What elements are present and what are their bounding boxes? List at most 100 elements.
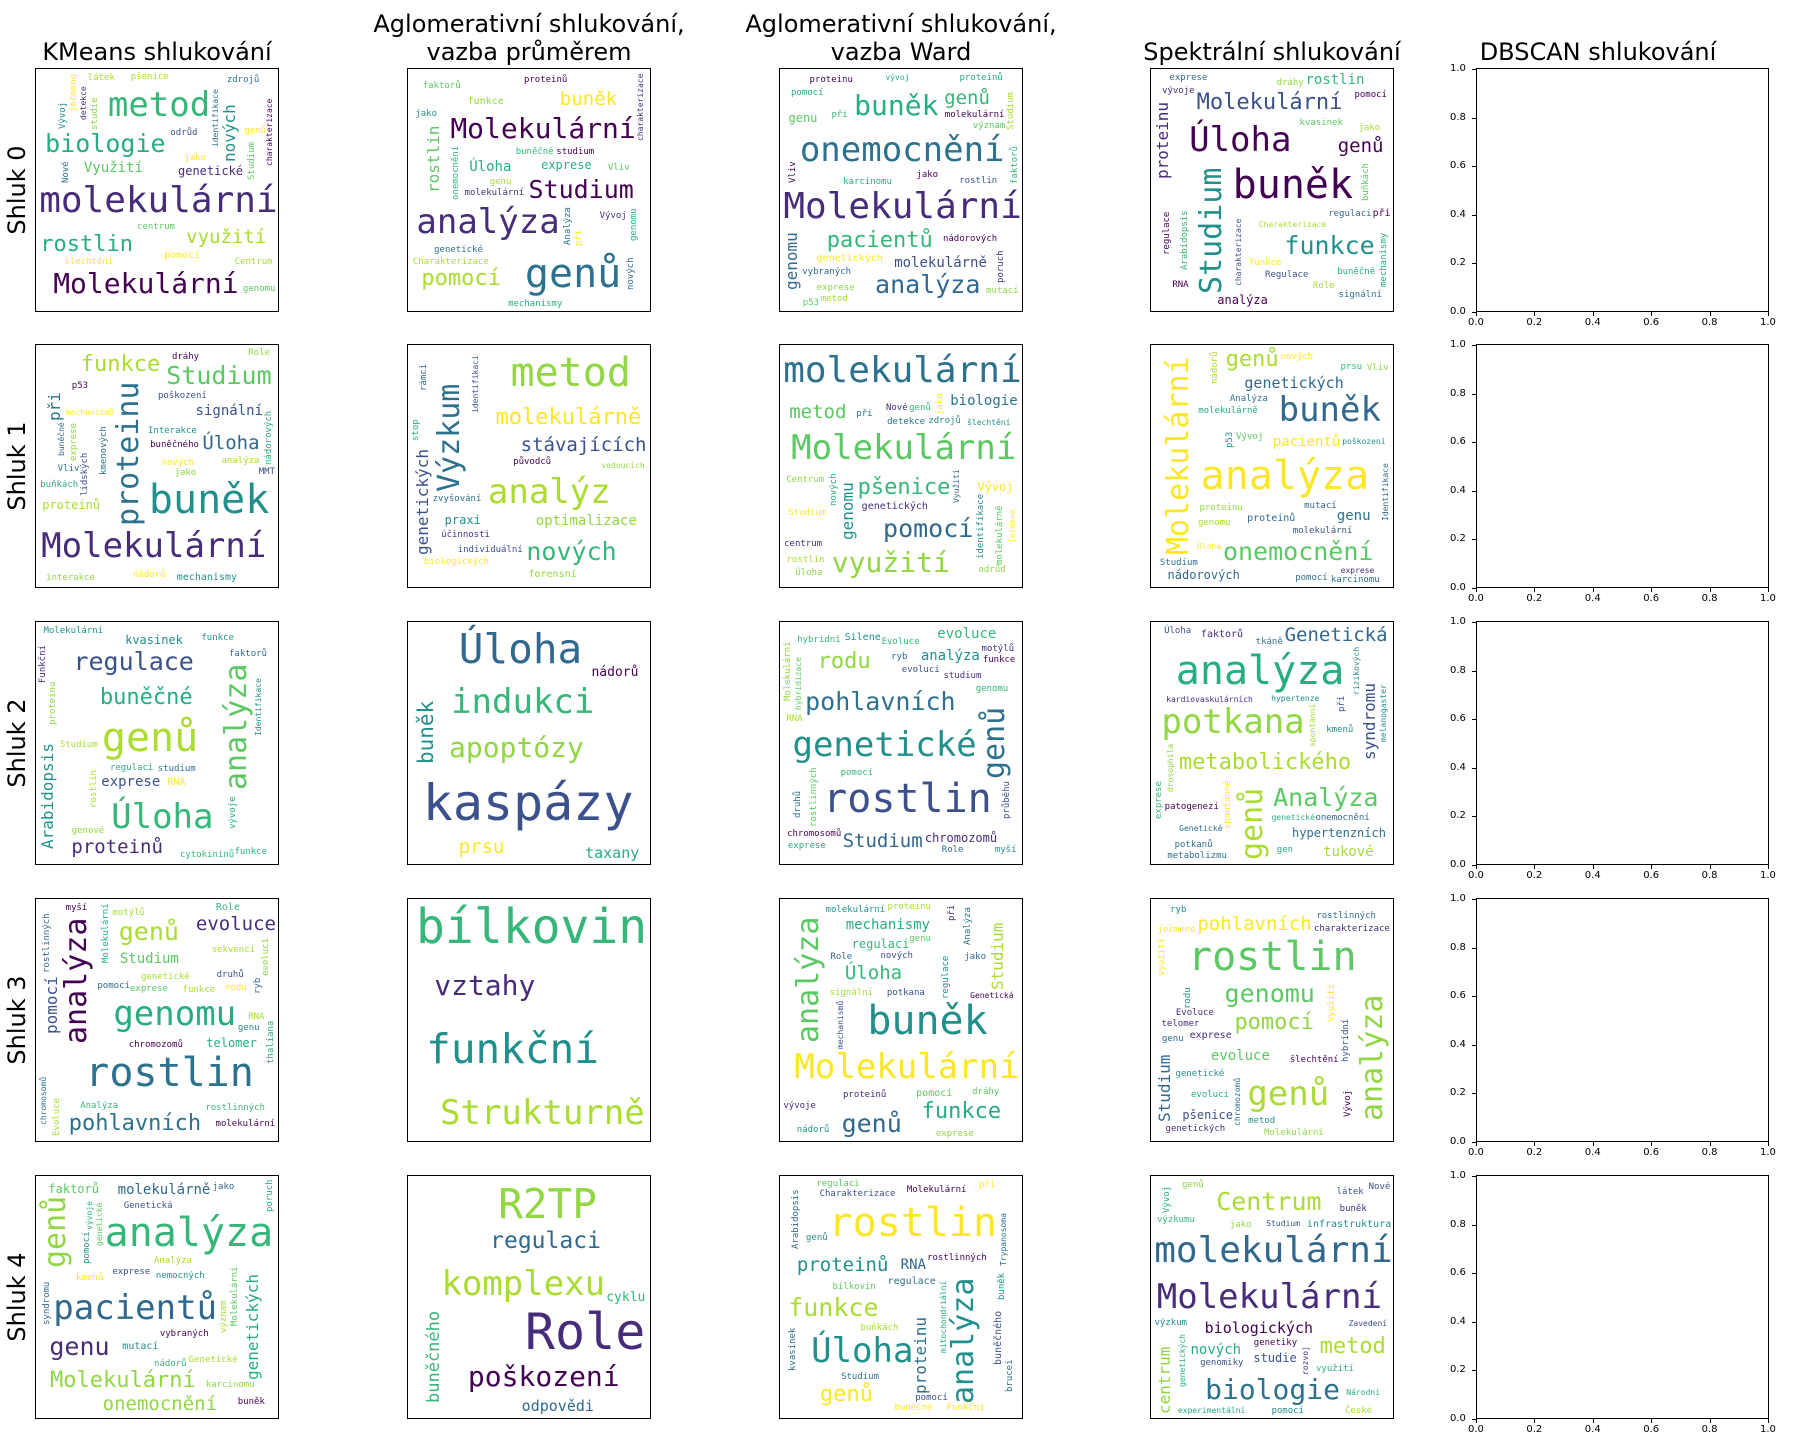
cloud-word: ječmene (1157, 925, 1196, 936)
cloud-word: analýza (920, 647, 980, 664)
cloud-word: motýlů (981, 643, 1015, 654)
cloud-word: karcinomu (205, 1380, 255, 1391)
cloud-word: genů (1235, 787, 1271, 860)
cloud-word: mutací (1304, 501, 1337, 512)
y-tick-mark (1472, 312, 1476, 313)
cloud-word: exprese (112, 1266, 151, 1277)
cloud-word: jako (1229, 1219, 1252, 1230)
cloud-word: rostlinných (205, 1103, 265, 1114)
cloud-word: brucei (1004, 1359, 1015, 1393)
cloud-word: Studium (841, 1371, 880, 1382)
cloud-word: nádorových (263, 410, 274, 465)
cloud-word: genů (37, 1195, 73, 1268)
cloud-word: pšenice (857, 475, 951, 501)
cloud-word: druhů (216, 970, 244, 981)
cloud-word: genomu (1197, 518, 1231, 529)
empty-axes (1476, 1175, 1769, 1419)
cloud-word: regulaci (851, 937, 910, 952)
x-tick-label: 0.0 (1468, 317, 1484, 328)
cloud-word: MMT (258, 467, 276, 478)
column-title: Aglomerativní shlukování, vazba průměrem (329, 10, 729, 66)
y-tick-label: 1.0 (1450, 63, 1466, 74)
cloud-word: spontánní (1307, 704, 1317, 748)
cloud-word: funkce (182, 985, 216, 995)
x-tick-mark (1709, 865, 1711, 869)
cloud-word: jako (916, 169, 939, 180)
cloud-word: praxi (444, 512, 481, 527)
cloud-word: onemocnění (102, 1392, 218, 1415)
cloud-word: pacientů (826, 227, 933, 253)
cloud-word: exprese (1189, 1030, 1232, 1042)
cloud-word: analýza (1217, 292, 1268, 307)
column-title-line: Aglomerativní shlukování, (373, 10, 685, 38)
cloud-word: regulaci (1328, 209, 1372, 219)
y-tick-label: 1.0 (1450, 339, 1466, 350)
cloud-word: rostlinných (808, 767, 819, 827)
cloud-word: exprese (68, 423, 79, 462)
cloud-word: Úloha (811, 1330, 914, 1371)
cloud-word: chromozomů (128, 1039, 183, 1050)
cloud-word: rostlin (88, 769, 99, 808)
cloud-word: analýza (1200, 453, 1370, 500)
cloud-word: molekulárně (495, 404, 642, 430)
cloud-word: vývoj (885, 73, 910, 83)
cloud-word: buněk (413, 700, 438, 764)
empty-axes (1476, 898, 1769, 1142)
y-tick-mark (1472, 899, 1476, 900)
y-tick-mark (1472, 539, 1476, 541)
cloud-word: Strukturně (440, 1093, 645, 1134)
cloud-word: Regulace (1265, 270, 1309, 281)
cloud-word: Evoluce (881, 637, 920, 648)
word-cloud-panel: rostlin Úloha analýza funkce genů proteinů pro… (779, 1175, 1023, 1419)
cloud-word: Silene (844, 632, 881, 644)
cloud-word: ječmene (68, 74, 79, 113)
cloud-word: onemocnění (799, 130, 1005, 171)
cloud-word: Arabidopsis (1179, 210, 1190, 270)
cloud-word: genů (118, 917, 179, 947)
cloud-word: nemocných (155, 1271, 205, 1282)
word-cloud-panel: genů Úloha analýza regulace buněčné proteinů A… (35, 621, 279, 865)
cloud-word: genů (1247, 1073, 1330, 1114)
cloud-word: Molekulární (782, 641, 793, 701)
cloud-word: tkáně (1255, 637, 1283, 648)
cloud-word: potkanů (1174, 840, 1213, 851)
cloud-word: buněčné (894, 1402, 933, 1413)
cloud-word: genetických (242, 1273, 262, 1380)
cloud-word: Nové (1368, 1181, 1391, 1192)
y-tick-mark (1472, 1273, 1476, 1275)
word-cloud-panel: analýza buněk Molekulární onemocnění genů gen… (1150, 344, 1394, 588)
cloud-word: buněčné (99, 685, 193, 711)
cloud-word: genomu (242, 284, 276, 295)
cloud-word: genů (1337, 134, 1384, 157)
cloud-word: vývoje (227, 796, 238, 829)
cloud-word: telomer (1161, 1018, 1200, 1029)
cloud-word: při (44, 392, 64, 422)
x-tick-mark (1768, 1142, 1769, 1146)
word-cloud-panel: analýza potkana genů Analýza metabolického Ge… (1150, 621, 1394, 865)
cloud-word: genomu (782, 231, 802, 290)
cloud-word: nádorů (796, 1125, 830, 1136)
cloud-word: analýz (487, 472, 611, 513)
x-tick-mark (1476, 1142, 1477, 1146)
cloud-word: Interakce (148, 426, 197, 437)
y-tick-label: 1.0 (1450, 1170, 1466, 1181)
cloud-word: genů (819, 1381, 873, 1407)
cloud-word: metod (510, 350, 631, 397)
cloud-word: význam (219, 1300, 230, 1333)
cloud-word: mechanismy (508, 298, 563, 309)
cloud-word: stávajících (520, 434, 647, 457)
cloud-word: evoluci (901, 664, 940, 675)
y-tick-mark (1472, 1044, 1476, 1046)
cloud-word: vývoje (1162, 86, 1195, 97)
cloud-word: syndromu (1360, 683, 1380, 761)
cloud-word: šlechtění (64, 257, 114, 268)
cloud-word: indukci (451, 682, 595, 722)
cloud-word: látek (87, 72, 115, 83)
cloud-word: rozvoj (1301, 1346, 1311, 1375)
cloud-word: telomer (206, 1035, 257, 1050)
empty-axes (1476, 68, 1769, 312)
cloud-word: analýza (946, 1277, 982, 1404)
cloud-word: nádorových (942, 234, 998, 245)
cloud-word: chromozomů (1232, 1078, 1242, 1127)
cloud-word: regulace (1162, 211, 1173, 255)
